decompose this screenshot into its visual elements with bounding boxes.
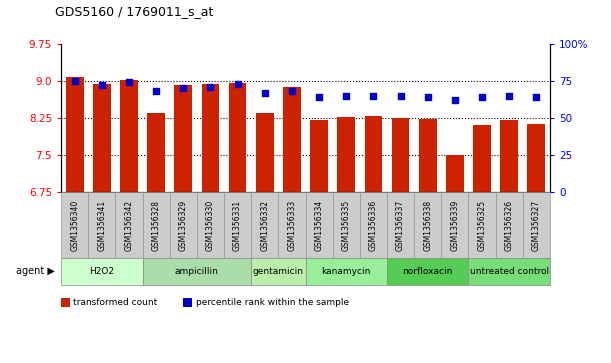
Point: [287, 88, 297, 94]
Bar: [473, 126, 491, 192]
Text: GSM1356328: GSM1356328: [152, 200, 161, 250]
Point: [423, 94, 433, 100]
Text: H2O2: H2O2: [89, 267, 114, 276]
Bar: [147, 113, 165, 192]
Text: percentile rank within the sample: percentile rank within the sample: [196, 298, 349, 307]
Bar: [337, 117, 355, 192]
Text: GSM1356340: GSM1356340: [70, 199, 79, 251]
Bar: [500, 121, 518, 192]
Text: GSM1356332: GSM1356332: [260, 200, 269, 250]
Text: GSM1356337: GSM1356337: [396, 199, 405, 251]
Text: GSM1356339: GSM1356339: [450, 199, 459, 251]
Text: kanamycin: kanamycin: [321, 267, 371, 276]
Text: gentamicin: gentamicin: [253, 267, 304, 276]
Text: GSM1356342: GSM1356342: [125, 200, 133, 250]
Text: GSM1356334: GSM1356334: [315, 199, 324, 251]
Point: [532, 94, 541, 100]
Bar: [66, 77, 84, 192]
Bar: [93, 84, 111, 192]
Point: [396, 93, 406, 99]
Text: untreated control: untreated control: [470, 267, 549, 276]
Bar: [175, 85, 192, 192]
Point: [97, 82, 107, 88]
Point: [368, 93, 378, 99]
Text: GSM1356325: GSM1356325: [478, 200, 486, 250]
Point: [70, 78, 79, 84]
Text: GDS5160 / 1769011_s_at: GDS5160 / 1769011_s_at: [55, 5, 213, 18]
Point: [477, 94, 487, 100]
Text: GSM1356341: GSM1356341: [97, 200, 106, 250]
Text: GSM1356335: GSM1356335: [342, 199, 351, 251]
Point: [342, 93, 351, 99]
Text: GSM1356329: GSM1356329: [179, 200, 188, 250]
Text: norfloxacin: norfloxacin: [403, 267, 453, 276]
Point: [233, 81, 243, 87]
Point: [178, 85, 188, 91]
Bar: [365, 117, 382, 192]
Bar: [419, 119, 436, 192]
Bar: [256, 113, 274, 192]
Text: GSM1356331: GSM1356331: [233, 200, 242, 250]
Bar: [283, 87, 301, 192]
Point: [205, 84, 215, 90]
Point: [152, 88, 161, 94]
Bar: [446, 155, 464, 192]
Text: GSM1356326: GSM1356326: [505, 200, 514, 250]
Point: [124, 79, 134, 85]
Text: transformed count: transformed count: [73, 298, 158, 307]
Bar: [392, 118, 409, 192]
Point: [504, 93, 514, 99]
Text: GSM1356330: GSM1356330: [206, 199, 215, 251]
Bar: [527, 124, 545, 192]
Point: [450, 97, 459, 103]
Bar: [120, 80, 138, 192]
Text: GSM1356336: GSM1356336: [369, 199, 378, 251]
Text: GSM1356338: GSM1356338: [423, 200, 432, 250]
Point: [314, 94, 324, 100]
Bar: [202, 84, 219, 192]
Point: [260, 90, 269, 95]
Text: GSM1356327: GSM1356327: [532, 200, 541, 250]
Bar: [310, 121, 328, 192]
Text: ampicillin: ampicillin: [175, 267, 219, 276]
Bar: [229, 83, 246, 192]
Text: agent ▶: agent ▶: [16, 266, 55, 276]
Text: GSM1356333: GSM1356333: [287, 199, 296, 251]
